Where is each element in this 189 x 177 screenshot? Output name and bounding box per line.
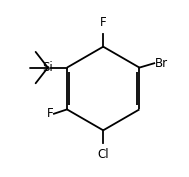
Text: Cl: Cl [97, 148, 109, 161]
Text: Si: Si [43, 61, 53, 74]
Text: F: F [100, 16, 107, 29]
Text: Br: Br [155, 57, 168, 70]
Text: F: F [46, 107, 53, 120]
